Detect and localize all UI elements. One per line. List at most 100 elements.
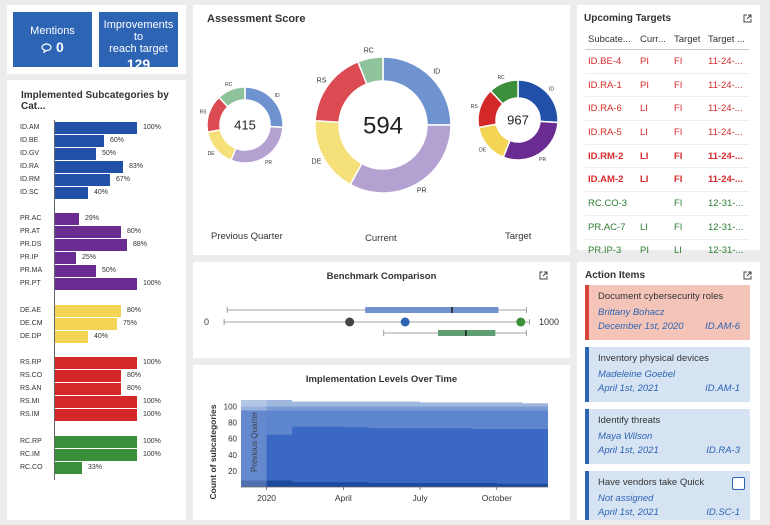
upcoming-row[interactable]: ID.RM-2 LI FI 11-24-... xyxy=(585,144,749,169)
upcoming-cell-date: 12-31-... xyxy=(705,239,749,264)
action-item-title: Document cybersecurity roles xyxy=(598,291,724,302)
bar-value-label: 100% xyxy=(143,280,161,287)
donut-slice-current-de[interactable] xyxy=(314,119,363,186)
upcoming-cell-cur: LI xyxy=(637,144,671,169)
header-current[interactable]: Curr... xyxy=(637,29,671,50)
donut-slice-previous-rc[interactable] xyxy=(217,86,246,108)
header-subcategory[interactable]: Subcate... xyxy=(585,29,637,50)
expand-icon[interactable] xyxy=(743,271,752,280)
bar-pr-ds[interactable] xyxy=(55,239,127,251)
bar-label: PR.MA xyxy=(20,267,43,274)
upcoming-row[interactable]: ID.RA-1 PI FI 11-24-... xyxy=(585,73,749,98)
bar-value-label: 80% xyxy=(127,372,142,379)
upcoming-cell-tgt: FI xyxy=(671,215,705,240)
bar-id-gv[interactable] xyxy=(55,148,96,160)
upcoming-row[interactable]: ID.AM-2 LI FI 11-24-... xyxy=(585,167,749,193)
benchmark-point-0[interactable] xyxy=(345,317,355,327)
bar-pr-ac[interactable] xyxy=(55,213,79,225)
bar-value-label: 50% xyxy=(102,267,117,274)
target-caption: Target xyxy=(505,231,532,242)
donut-slice-label: DE xyxy=(312,159,322,166)
upcoming-cell-sub: ID.RA-1 xyxy=(585,73,637,98)
mentions-value: 0 xyxy=(13,39,92,56)
upcoming-cell-tgt: FI xyxy=(671,144,705,169)
y-tick-label: 60 xyxy=(228,435,237,444)
upcoming-cell-cur: PI xyxy=(637,49,671,74)
bar-value-label: 80% xyxy=(127,307,142,314)
bar-de-ae[interactable] xyxy=(55,305,121,317)
bar-pr-ma[interactable] xyxy=(55,265,96,277)
bar-rs-im[interactable] xyxy=(55,409,137,421)
upcoming-cell-tgt: FI xyxy=(671,167,705,193)
upcoming-row[interactable]: RC.CO-3 FI 12-31-... xyxy=(585,191,749,216)
bar-rs-co[interactable] xyxy=(55,370,121,382)
action-item-card[interactable]: Identify threats Maya Wilson April 1st, 20… xyxy=(585,409,750,464)
donut-slice-current-rs[interactable] xyxy=(314,60,368,124)
upcoming-row[interactable]: PR.IP-3 PI LI 12-31-... xyxy=(585,239,749,264)
action-item-assignee: Maya Wilson xyxy=(598,431,653,442)
upcoming-row[interactable]: PR.AC-7 LI FI 12-31-... xyxy=(585,215,749,240)
bar-pr-pt[interactable] xyxy=(55,278,137,290)
donut-slice-label: ID xyxy=(433,68,440,75)
bar-id-ra[interactable] xyxy=(55,161,123,173)
improvements-tile[interactable]: Improvements to reach target 129 xyxy=(99,12,178,72)
bar-value-label: 25% xyxy=(82,254,97,261)
bar-label: DE.DP xyxy=(20,333,42,340)
action-item-checkbox[interactable] xyxy=(732,477,745,490)
action-item-meta: December 1st, 2020 ID.AM-6 xyxy=(598,321,740,332)
bar-rc-co[interactable] xyxy=(55,462,82,474)
upcoming-title: Upcoming Targets xyxy=(584,13,672,24)
mentions-tile[interactable]: Mentions 0 xyxy=(13,12,92,67)
area-series-3[interactable] xyxy=(241,410,548,487)
upcoming-row[interactable]: ID.BE-4 PI FI 11-24-... xyxy=(585,49,749,74)
bar-pr-at[interactable] xyxy=(55,226,121,238)
upcoming-row[interactable]: ID.RA-6 LI FI 11-24-... xyxy=(585,96,749,122)
donut-slice-current-rc[interactable] xyxy=(356,56,384,86)
upcoming-cell-sub: ID.RA-6 xyxy=(585,96,637,122)
action-item-card[interactable]: Inventory physical devices Madeleine Goeb… xyxy=(585,347,750,402)
header-target-date[interactable]: Target ... xyxy=(705,29,749,50)
benchmark-point-2[interactable] xyxy=(516,317,526,327)
upcoming-cell-date: 11-24-... xyxy=(705,96,749,122)
bar-id-sc[interactable] xyxy=(55,187,88,199)
bar-id-am[interactable] xyxy=(55,122,137,134)
bar-pr-ip[interactable] xyxy=(55,252,76,264)
upcoming-cell-tgt: LI xyxy=(671,239,705,264)
action-item-assignee: Madeleine Goebel xyxy=(598,369,676,380)
bar-label: RS.CO xyxy=(20,372,43,379)
bar-de-dp[interactable] xyxy=(55,331,88,343)
bar-value-label: 100% xyxy=(143,411,161,418)
action-item-card[interactable]: Have vendors take Quick Not assigned April… xyxy=(585,471,750,520)
header-target[interactable]: Target xyxy=(671,29,705,50)
bar-label: ID.RM xyxy=(20,176,40,183)
bar-id-be[interactable] xyxy=(55,135,104,147)
action-item-card[interactable]: Document cybersecurity roles Brittany Boh… xyxy=(585,285,750,340)
comment-icon xyxy=(41,40,52,56)
bar-label: RS.RP xyxy=(20,359,42,366)
donut-slice-label: ID xyxy=(275,93,280,99)
donut-slice-label: RS xyxy=(200,109,208,115)
bar-rs-rp[interactable] xyxy=(55,357,137,369)
bar-label: RC.IM xyxy=(20,451,40,458)
upcoming-cell-tgt: FI xyxy=(671,73,705,98)
upcoming-row[interactable]: ID.RA-5 LI FI 11-24-... xyxy=(585,120,749,145)
bar-id-rm[interactable] xyxy=(55,174,110,186)
upcoming-cell-sub: PR.AC-7 xyxy=(585,215,637,240)
area-series-4[interactable] xyxy=(241,480,548,487)
bar-de-cm[interactable] xyxy=(55,318,117,330)
donut-slice-target-rc[interactable] xyxy=(489,79,519,106)
bar-label: RS.MI xyxy=(20,398,40,405)
bar-value-label: 83% xyxy=(129,163,144,170)
bar-rc-rp[interactable] xyxy=(55,436,137,448)
range-box[interactable] xyxy=(365,307,499,313)
benchmark-point-1[interactable] xyxy=(400,317,410,327)
bar-rc-im[interactable] xyxy=(55,449,137,461)
expand-icon[interactable] xyxy=(743,14,752,23)
action-item-ref: ID.RA-3 xyxy=(706,445,740,456)
bar-rs-mi[interactable] xyxy=(55,396,137,408)
expand-icon[interactable] xyxy=(539,271,548,280)
implemented-chart: ID.AM 100% ID.BE 60% ID.GV 50% ID.RA 83% ID.RM 67… xyxy=(0,0,190,525)
bar-rs-an[interactable] xyxy=(55,383,121,395)
action-item-title: Have vendors take Quick xyxy=(598,477,705,488)
